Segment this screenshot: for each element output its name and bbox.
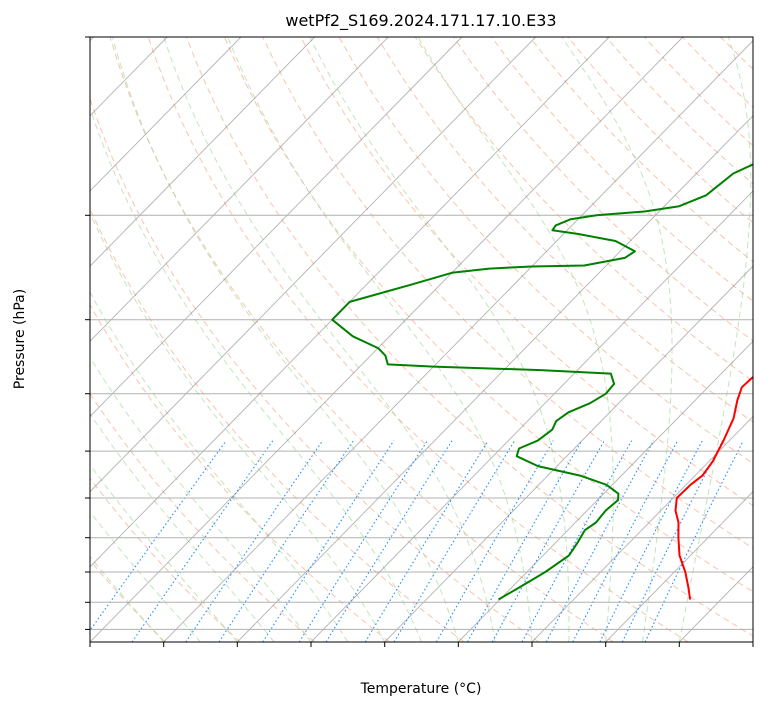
mixing-ratio-line [573,441,678,642]
y-axis-label: Pressure (hPa) [12,289,28,389]
moist-adiabat-line [310,37,569,642]
x-axis-label: Temperature (°C) [360,681,482,697]
moist-adiabat-line [0,37,274,642]
dewpoint-profile-line [332,37,775,600]
isotherm-line [0,37,388,642]
dry-adiabat-line [225,37,775,642]
moist-adiabat-line [113,37,459,642]
dry-adiabat-line [339,37,775,642]
mixing-ratio-line [219,441,353,642]
dry-adiabat-line [644,37,775,642]
mixing-ratio-line [600,441,702,642]
mixing-ratio-line [82,441,226,642]
isotherm-line [753,37,775,642]
plot-frame [90,37,753,642]
isotherm-line [458,37,775,642]
temperature-profile-line [676,37,775,600]
mixing-ratio-line [622,441,722,642]
moist-adiabat-line [35,37,385,642]
isotherm-line [0,37,462,642]
isotherm-line [0,37,536,642]
isotherm-line [679,37,775,642]
isotherm-line [0,37,241,642]
dry-adiabat-line [263,37,775,642]
mixing-ratio-line [468,441,582,642]
mixing-ratio-line [645,441,743,642]
isotherm-line [311,37,775,642]
profile-lines [332,37,775,600]
moist-adiabat-line [164,37,496,642]
isotherm-line [90,37,683,642]
dry-adiabat-line [0,37,240,642]
moist-adiabat-line [0,37,237,642]
isotherm-line [164,37,757,642]
background-lines [0,37,775,642]
dry-adiabat-line [186,37,763,642]
moist-adiabat-line [228,37,532,642]
dry-adiabat-line [759,37,775,642]
mixing-ratio-line [132,441,273,642]
mixing-ratio-line [365,441,488,642]
moist-adiabat-line [562,37,672,642]
mixing-ratio-line [492,441,604,642]
mixing-ratio-line [186,441,323,642]
dry-adiabat-line [454,37,775,642]
dry-adiabat-line [721,37,775,642]
dry-adiabat-line [682,37,775,642]
axes [85,37,753,647]
dry-adiabat-line [568,37,775,642]
isotherm-line [385,37,775,642]
mixing-ratio-line [522,441,632,642]
dry-adiabat-line [377,37,775,642]
chart-title: wetPf2_S169.2024.171.17.10.E33 [285,11,556,31]
moist-adiabat-line [70,37,421,642]
moist-adiabat-line [0,37,311,642]
dry-adiabat-line [301,37,775,642]
isotherm-line [532,37,775,642]
dry-adiabat-line [415,37,775,642]
moist-adiabat-line [4,37,347,642]
moist-adiabat-line [0,37,201,642]
dry-adiabat-line [0,37,389,642]
dry-adiabat-line [72,37,539,642]
mixing-ratio-line [263,441,394,642]
